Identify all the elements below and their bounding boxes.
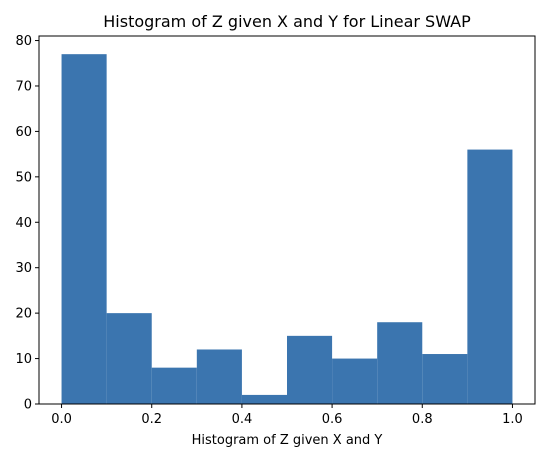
histogram-bar (241, 394, 287, 404)
histogram-bar (106, 313, 152, 404)
x-tick-label: 0.6 (322, 412, 343, 427)
x-axis-label: Histogram of Z given X and Y (192, 433, 383, 448)
x-tick-label: 0.0 (51, 412, 72, 427)
y-tick-label: 50 (15, 170, 32, 185)
y-tick-label: 20 (15, 307, 32, 322)
y-tick-label: 70 (15, 79, 32, 94)
histogram-bar (287, 335, 333, 404)
bars-group (61, 54, 513, 404)
histogram-bar (151, 367, 197, 404)
y-tick-label: 40 (15, 216, 32, 231)
chart-title: Histogram of Z given X and Y for Linear … (103, 12, 471, 31)
y-tick-label: 0 (24, 398, 32, 413)
histogram-bar (61, 54, 107, 404)
histogram-bar (196, 349, 242, 404)
y-tick-label: 30 (15, 261, 32, 276)
x-tick-label: 0.8 (412, 412, 433, 427)
x-tick-label: 0.4 (232, 412, 253, 427)
y-tick-label: 60 (15, 125, 32, 140)
y-tick-label: 80 (15, 34, 32, 49)
histogram-bar (332, 358, 378, 404)
x-tick-label: 1.0 (502, 412, 523, 427)
y-tick-label: 10 (15, 352, 32, 367)
histogram-bar (467, 149, 513, 404)
axes-frame (38, 35, 536, 405)
x-tick-label: 0.2 (141, 412, 162, 427)
histogram-bar (377, 322, 423, 404)
y-axis-ticks: 0 10 20 30 40 50 60 70 80 (15, 34, 39, 413)
x-axis-ticks: 0.0 0.2 0.4 0.6 0.8 1.0 (51, 404, 523, 427)
histogram-bar (422, 354, 468, 404)
